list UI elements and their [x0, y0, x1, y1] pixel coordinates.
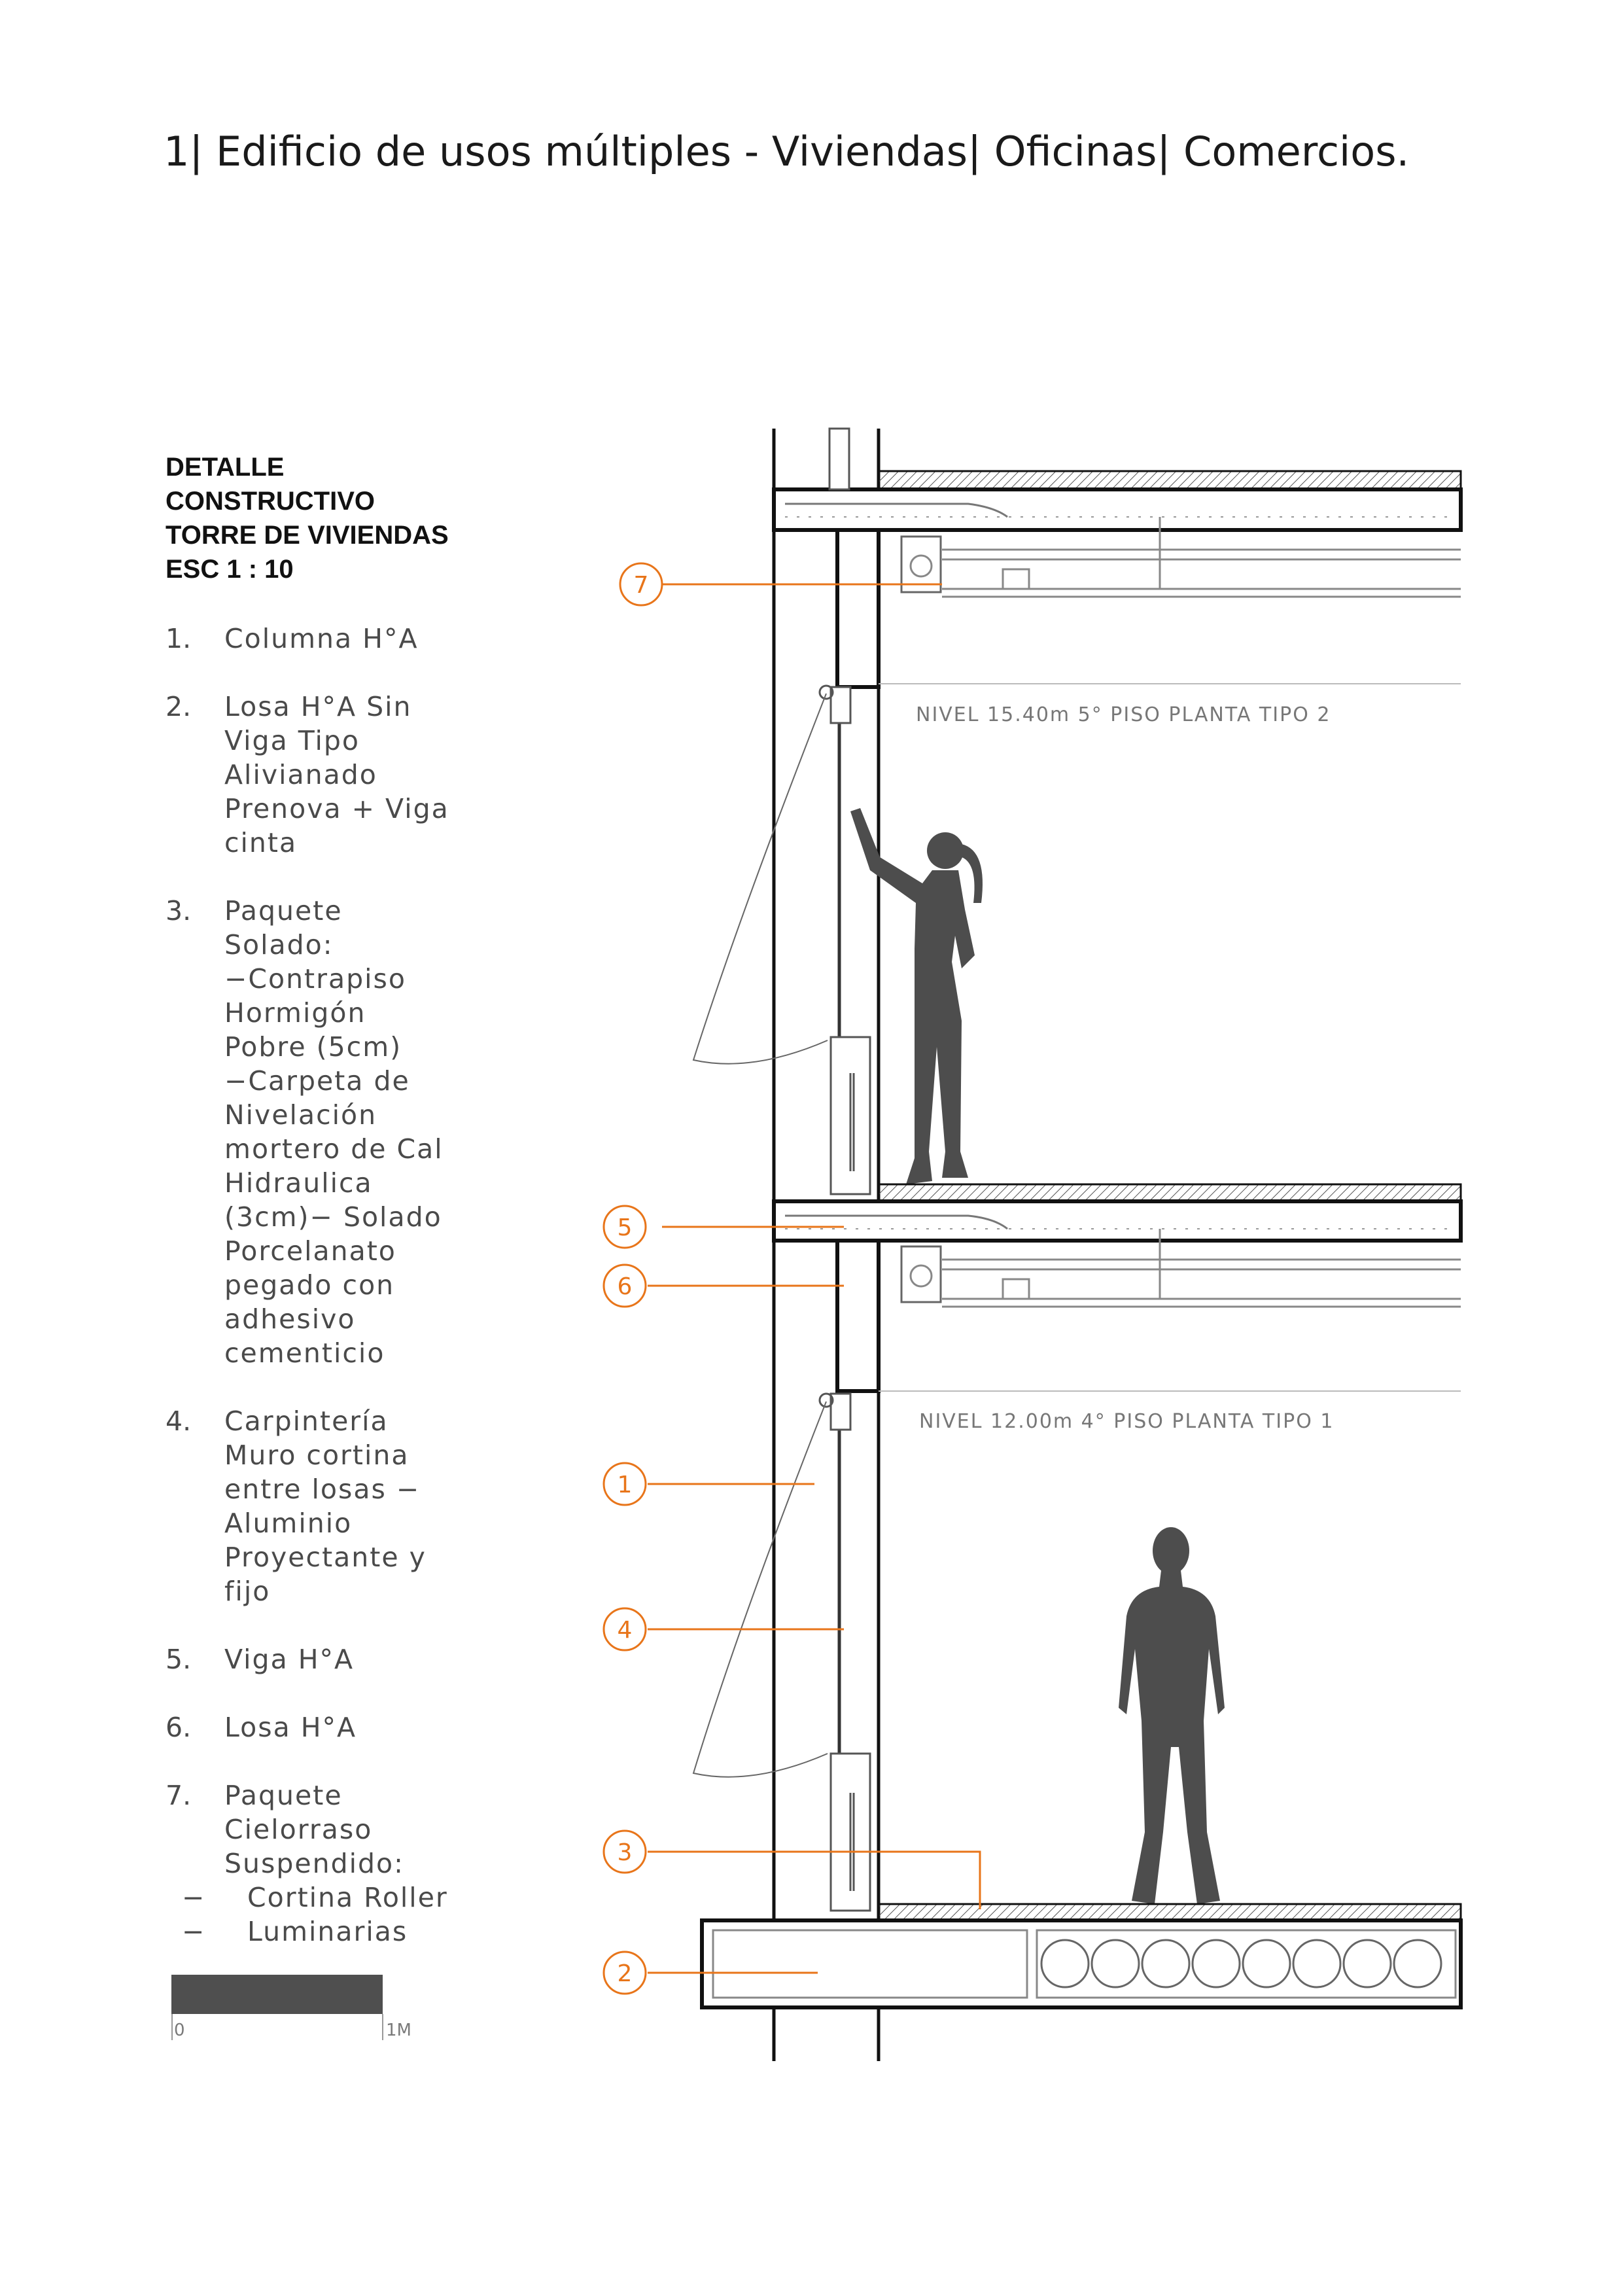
- callout-1: [602, 1462, 814, 1506]
- legend-subitem: − Luminarias: [166, 1915, 506, 1949]
- man-silhouette: [1119, 1527, 1225, 1904]
- legend-item: 5. Viga H°A: [166, 1642, 506, 1676]
- legend-number: 7.: [166, 1780, 192, 1811]
- legend-number: 1.: [166, 623, 192, 654]
- callout-label: 7: [634, 572, 649, 599]
- legend-dash: −: [182, 1882, 205, 1913]
- scale-start-label: 0: [174, 2021, 185, 2040]
- scale-bar: [171, 1975, 383, 2014]
- legend-list: 1. Columna H°A 2. Losa H°A Sin Viga Tipo…: [166, 622, 506, 1949]
- woman-silhouette: [850, 808, 983, 1184]
- upper-slab: [772, 470, 1463, 689]
- legend-item: 6. Losa H°A: [166, 1710, 506, 1744]
- lower-suspended-ceiling: [879, 1229, 1461, 1392]
- legend-subtext: Luminarias: [247, 1916, 408, 1947]
- detail-heading-line: CONSTRUCTIVO: [166, 487, 375, 516]
- detail-heading-line: DETALLE: [166, 453, 285, 482]
- legend-number: 5.: [166, 1644, 192, 1675]
- legend-item: 3. Paquete Solado: −Contrapiso Hormigón …: [166, 894, 506, 1370]
- legend-number: 4.: [166, 1405, 192, 1437]
- legend-item: 7. Paquete Cielorraso Suspendido:: [166, 1778, 506, 1881]
- scale-end-label: 1M: [386, 2021, 411, 2040]
- callout-2: [602, 1951, 818, 1995]
- scale-ticks: [171, 2014, 383, 2040]
- legend-text: Paquete Cielorraso Suspendido:: [224, 1780, 404, 1879]
- level-label-upper: NIVEL 15.40m 5° PISO PLANTA TIPO 2: [916, 703, 1331, 726]
- callout-5: [602, 1205, 844, 1249]
- lower-floor-finish: [877, 1903, 1462, 1922]
- legend-item: 2. Losa H°A Sin Viga Tipo Alivianado Pre…: [166, 690, 506, 860]
- middle-slab: [772, 1183, 1463, 1393]
- legend-item: 4. Carpintería Muro cortina entre losas …: [166, 1404, 506, 1608]
- callout-label: 3: [618, 1839, 633, 1866]
- legend-subtext: Cortina Roller: [247, 1882, 448, 1913]
- legend-text: Losa H°A: [224, 1712, 357, 1743]
- callout-6: [602, 1263, 844, 1308]
- callout-label: 1: [618, 1472, 633, 1498]
- detail-heading: DETALLE CONSTRUCTIVO TORRE DE VIVIENDAS …: [166, 450, 449, 586]
- legend-subitem: − Cortina Roller: [166, 1881, 506, 1915]
- callout-7: [619, 562, 942, 607]
- legend-text: Carpintería Muro cortina entre losas − A…: [224, 1405, 427, 1607]
- legend-number: 2.: [166, 691, 192, 722]
- upper-curtain-wall: [692, 427, 871, 1195]
- callout-label: 5: [618, 1214, 633, 1241]
- legend-number: 3.: [166, 895, 192, 927]
- legend-text: Columna H°A: [224, 623, 419, 654]
- legend-text: Losa H°A Sin Viga Tipo Alivianado Prenov…: [224, 691, 449, 858]
- level-label-lower: NIVEL 12.00m 4° PISO PLANTA TIPO 1: [919, 1410, 1334, 1433]
- callout-label: 6: [618, 1273, 633, 1300]
- legend-dash: −: [182, 1916, 205, 1947]
- bottom-slab-alivianado: [700, 1918, 1463, 2009]
- lower-curtain-wall: [692, 1392, 871, 1912]
- callout-4: [602, 1607, 844, 1651]
- legend-number: 6.: [166, 1712, 192, 1743]
- legend-text: Paquete Solado: −Contrapiso Hormigón Pob…: [224, 895, 444, 1369]
- callout-3: [602, 1829, 981, 1909]
- callout-label: 4: [618, 1617, 633, 1644]
- detail-heading-line: TORRE DE VIVIENDAS: [166, 521, 449, 550]
- page-title: 1| Edificio de usos múltiples - Vivienda…: [164, 128, 1410, 175]
- legend-item: 1. Columna H°A: [166, 622, 506, 656]
- upper-suspended-ceiling: [879, 517, 1461, 684]
- legend-text: Viga H°A: [224, 1644, 355, 1675]
- callout-label: 2: [618, 1960, 633, 1987]
- detail-scale-line: ESC 1 : 10: [166, 555, 294, 584]
